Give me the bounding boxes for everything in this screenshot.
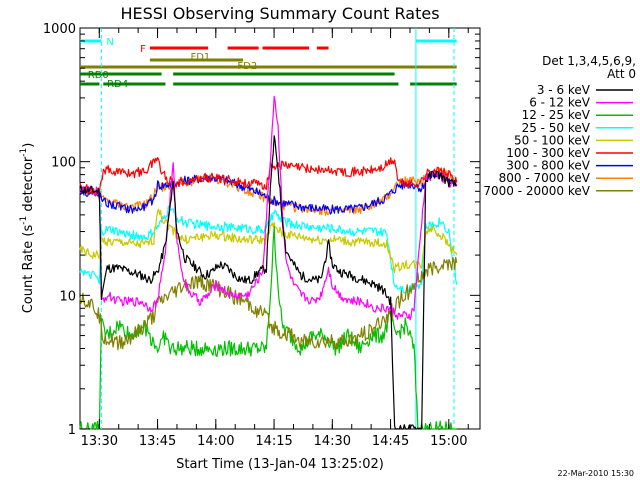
annotation-flare-label: F [140,44,146,55]
series-line-2 [79,226,457,430]
legend-label-4: 50 - 100 keV [514,133,591,147]
footer-timestamp: 22-Mar-2010 15:30 [558,469,635,478]
annotation-fd2-label: FD2 [237,61,257,72]
series-line-5 [79,157,458,197]
annotation-rd4-label: RD4 [107,79,128,90]
y-axis-label-mid: detector [21,156,36,216]
chart-title: HESSI Observing Summary Count Rates [120,4,439,23]
y-axis-label-main: Count Rate (s [21,225,36,314]
series-line-1 [79,95,458,321]
x-tick-label-1: 13:45 [139,434,176,449]
x-tick-label-4: 14:30 [314,434,351,449]
legend-label-0: 3 - 6 keV [537,83,591,97]
series-line-6 [79,172,458,215]
y-tick-label-0: 1 [68,423,76,438]
y-axis-label-sup2: -1 [19,148,29,157]
x-tick-label-3: 14:15 [255,434,292,449]
series-layer [79,95,458,430]
series-line-0 [79,135,457,430]
y-axis-label-end: ) [21,143,36,148]
x-tick-label-2: 14:00 [197,434,234,449]
axes-layer: 13:30 13:45 14:00 14:15 14:30 14:45 15:00 1 10 10… [43,22,480,449]
y-axis-label: Count Rate (s-1 detector-1) [19,143,36,314]
annotation-rd0-label: RD0 [88,70,109,81]
x-tick-label-5: 14:45 [372,434,409,449]
legend-label-2: 12 - 25 keV [522,108,591,122]
x-tick-label-0: 13:30 [81,434,118,449]
legend-label-5: 100 - 300 keV [506,146,590,160]
legend-label-3: 25 - 50 keV [522,121,591,135]
legend-label-8: 7000 - 20000 keV [483,184,590,198]
legend-label-6: 300 - 800 keV [506,159,590,173]
y-tick-label-2: 100 [51,156,76,171]
y-axis-label-sup1: -1 [19,216,29,225]
legend-header-detectors: Det 1,3,4,5,6,9, [542,54,636,68]
series-line-7 [79,167,458,216]
plot-frame [79,27,481,430]
legend-header-attenuator: Att 0 [607,67,636,81]
annotation-fd1-label: FD1 [190,52,210,63]
annotation-night-label: N [106,37,113,48]
y-tick-label-1: 10 [59,289,76,304]
legend-label-7: 800 - 7000 keV [499,171,591,185]
legend-label-1: 6 - 12 keV [529,96,591,110]
x-tick-label-6: 15:00 [430,434,467,449]
x-axis-label: Start Time (13-Jan-04 13:25:02) [176,457,384,472]
y-tick-label-3: 1000 [43,22,76,37]
